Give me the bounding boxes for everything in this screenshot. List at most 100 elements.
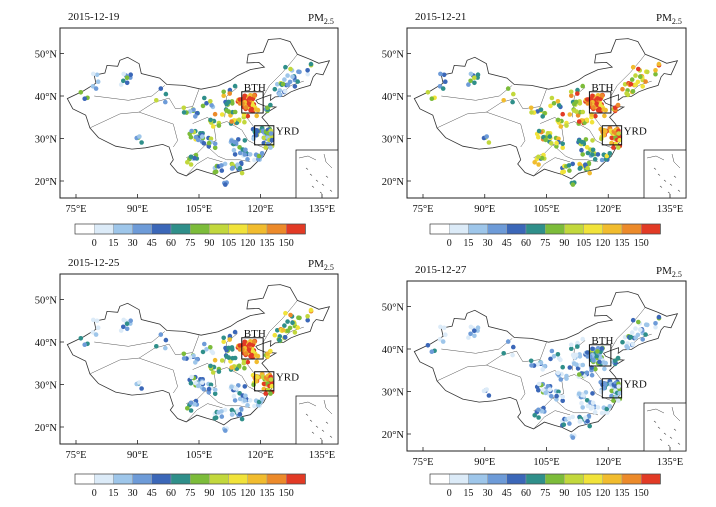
colorbar-swatch [247,223,268,235]
station-dot [232,329,238,335]
station-dot [575,87,580,93]
station-dot [629,330,635,335]
station-dot [204,101,209,106]
province-boundary [533,157,571,177]
province-boundary [213,367,268,396]
station-dot [567,421,572,426]
inset-dash [321,429,325,432]
station-dot [591,358,596,363]
station-dot [580,109,586,115]
colorbar-tick-label: 60 [166,238,176,249]
x-tick-label: 135°E [309,450,335,461]
station-dot [595,152,601,157]
bth-label: BTH [591,82,613,94]
pollutant-label: PM2.5 [656,265,682,279]
x-tick-label: 75°E [412,457,433,468]
province-boundary [262,300,298,344]
station-dot [249,352,254,358]
colorbar-swatch [449,223,469,235]
inset-dash [305,167,309,170]
province-boundary [441,338,513,354]
panel-date-title: 2015-12-27 [415,264,467,276]
station-dot [229,412,235,417]
y-tick-label: 40°N [35,338,58,349]
station-dot [528,105,534,111]
station-dot [570,435,576,440]
colorbar-swatch [247,473,268,485]
station-dot [472,75,477,80]
colorbar-tick-label: 90 [204,238,214,249]
station-dot [227,87,233,93]
station-dot [246,101,252,106]
station-dot [620,339,625,345]
station-dot [529,363,534,368]
inset-dash [667,444,671,447]
station-dot [268,102,273,108]
colorbar-tick-label: 30 [128,238,138,249]
station-dot [622,335,628,340]
colorbar-swatch [506,223,527,235]
station-dot [584,145,590,150]
colorbar-tick-label: 75 [540,238,550,249]
station-dot [643,332,648,337]
station-dot [575,113,581,118]
station-dot [549,394,554,399]
station-dot [206,140,212,146]
y-tick-label: 30°N [35,135,58,146]
colorbar-tick-label: 90 [559,488,569,499]
station-dot [263,145,269,150]
station-dot [297,315,302,321]
station-dot [567,365,573,370]
pollutant-sub: 2.5 [672,270,682,279]
colorbar-tick-label: 135 [260,238,275,249]
station-dot [425,343,431,348]
station-dot [219,168,225,173]
station-dot [536,415,541,420]
pollutant-main: PM [656,12,672,24]
colorbar-tick-label: 75 [185,488,195,499]
colorbar-tick-label: 120 [240,238,255,249]
province-boundary [552,144,599,163]
country-outline [413,38,679,180]
station-dot [78,336,84,341]
colorbar-tick-label: 0 [92,488,97,499]
station-dot [468,78,473,84]
station-dot [246,347,252,353]
station-dot [181,351,187,357]
panel-date-title: 2015-12-25 [68,257,120,269]
station-dot [586,160,592,166]
station-dot [189,374,194,380]
inset-dash [311,185,315,188]
colorbar-tick-label: 150 [634,238,649,249]
colorbar-tick-label: 105 [576,238,591,249]
station-dot [229,365,234,370]
colorbar-tick-label: 150 [279,238,294,249]
station-dot [268,131,274,136]
station-dot [468,331,473,337]
panel-date-title: 2015-12-21 [415,11,466,23]
station-dot [573,352,579,358]
station-dot [227,91,232,96]
colorbar-swatch [545,473,565,485]
colorbar-tick-label: 45 [502,488,512,499]
station-dot [555,352,561,357]
colorbar-tick-label: 150 [634,488,649,499]
station-dot [604,406,610,412]
station-dot [206,144,212,149]
station-dot [645,69,650,75]
x-tick-label: 105°E [533,204,559,215]
station-dot [628,81,634,87]
station-dot [570,182,576,187]
station-dot [584,398,590,403]
station-dot [645,322,650,328]
station-dot [577,354,583,359]
panel-date-title: 2015-12-19 [68,11,120,23]
station-dot [532,413,537,418]
station-dot [259,151,265,156]
station-dot [243,147,248,153]
station-dot [594,354,599,360]
station-dot [247,96,252,101]
province-boundary [486,342,547,366]
station-dot [252,403,257,409]
station-dot [590,400,596,406]
